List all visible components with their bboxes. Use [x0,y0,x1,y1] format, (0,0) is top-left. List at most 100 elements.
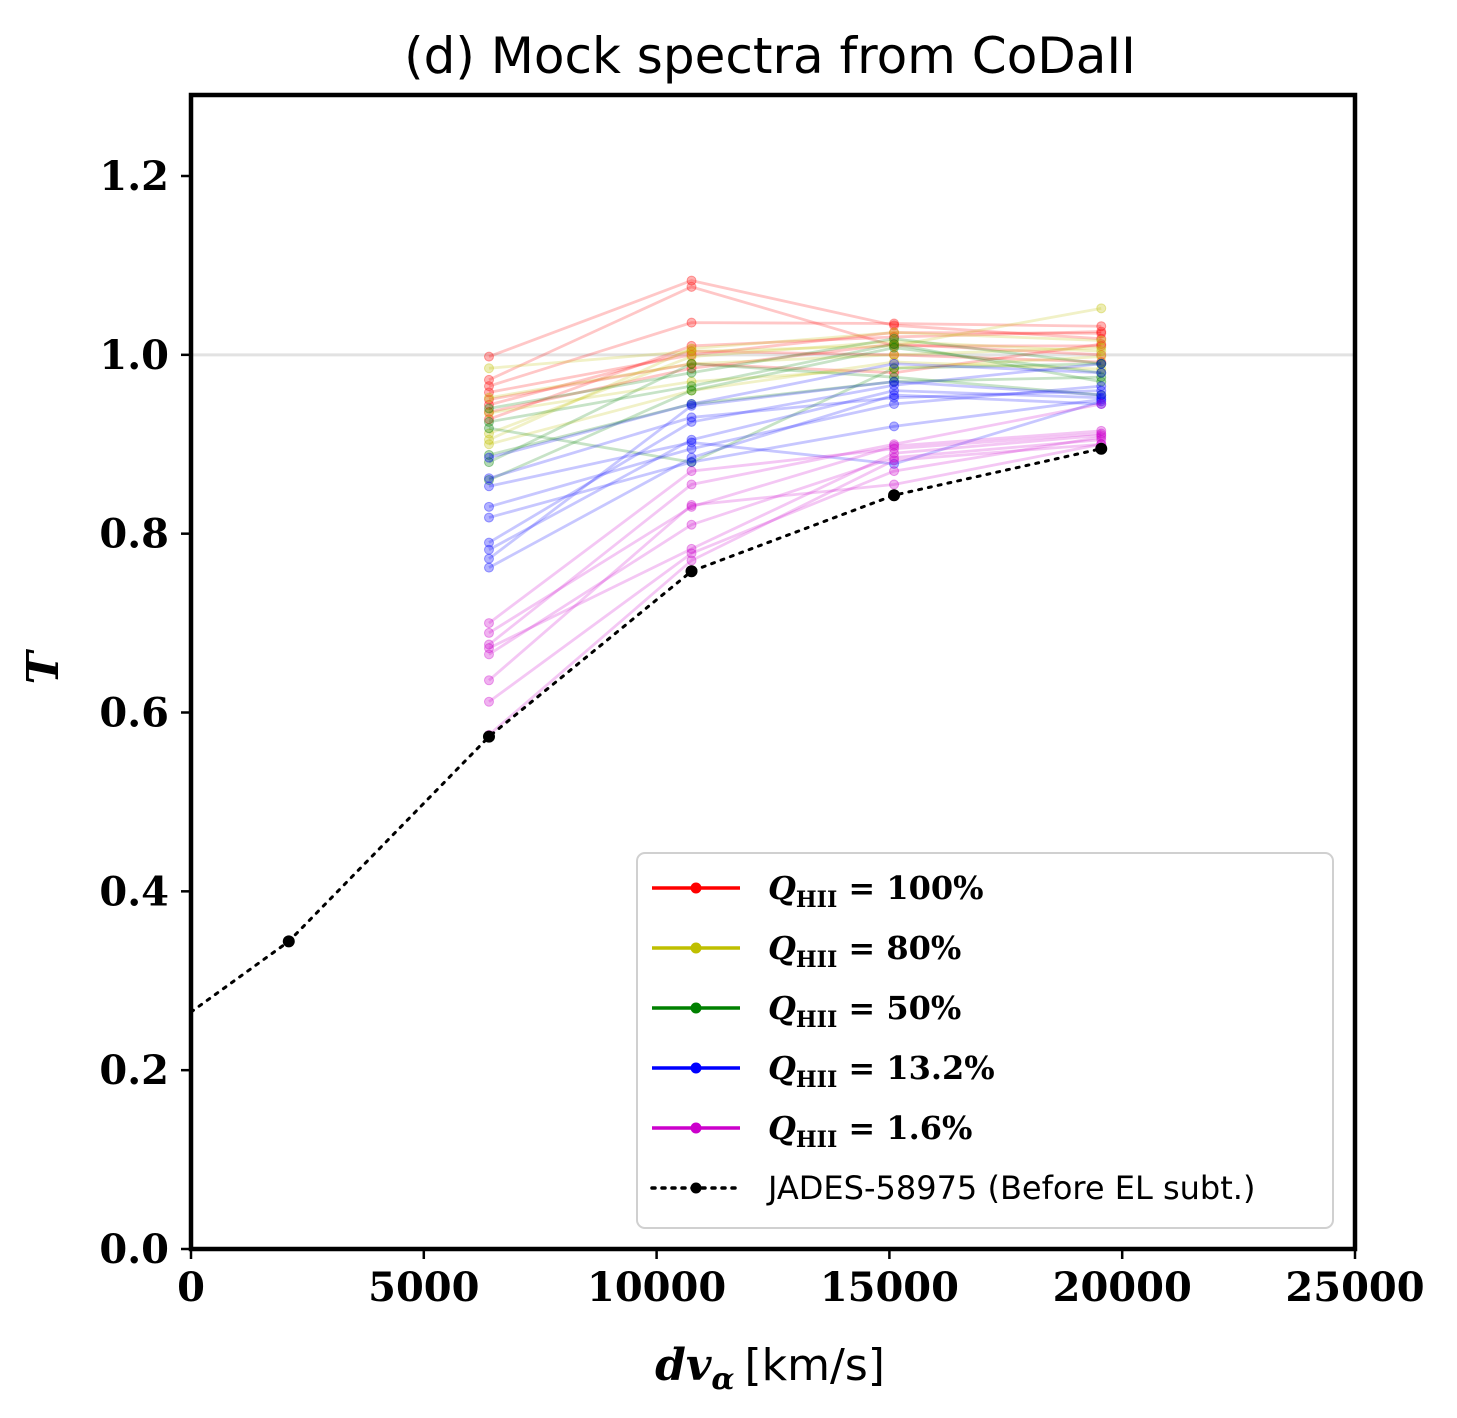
y-tick-label-5: 1.0 [99,332,169,379]
series-4-run-4-point-0 [483,675,494,686]
x-tick-label-1: 5000 [368,1264,479,1311]
series-3-run-6-line [488,389,1102,551]
series-2-run-4-point-0 [483,457,494,468]
series-2-run-2-point-0 [483,423,494,434]
series-1-run-1-point-0 [483,392,494,403]
series-1-run-0-point-3 [1096,303,1107,314]
series-2-run-1-point-2 [889,339,900,350]
series-3-run-5-point-1 [686,416,697,427]
series-0-run-4-point-0 [483,394,494,405]
plot-content [191,275,1355,1014]
legend-marker-3 [690,1062,702,1074]
series-4-run-1-line [488,402,1102,646]
series-3-run-4-point-1 [686,457,697,468]
series-3-run-7-point-1 [686,400,697,411]
legend-marker-5 [690,1182,702,1194]
jades-line [191,447,1103,1014]
series-4-run-3-point-0 [483,649,494,660]
series-0-run-6-point-0 [483,407,494,418]
series-1-run-5-point-2 [889,327,900,338]
series-1-run-1-line [488,346,1102,400]
series-3-run-6-point-0 [483,544,494,555]
series-3-run-0-point-3 [1096,367,1107,378]
series-3-run-0-line [488,362,1102,460]
jades-point-4 [888,489,901,502]
series-2-run-3-point-0 [483,449,494,460]
series-4-run-1-point-1 [686,479,697,490]
series-4-run-7-point-1 [686,466,697,477]
series-3-run-3-point-0 [483,501,494,512]
series-4-run-7-point-2 [889,443,900,454]
legend-marker-0 [690,882,702,894]
series-3-run-5-point-3 [1096,358,1107,369]
series-2-run-0-point-3 [1096,358,1107,369]
series-4-run-4-line [488,442,1102,682]
series-4-run-0-point-1 [686,501,697,512]
series-4-run-7-point-3 [1096,428,1107,439]
y-axis-label: T [18,648,69,684]
series-0-run-0-point-2 [889,320,900,331]
series-1-run-1-point-3 [1096,342,1107,353]
series-0-run-7-line [488,330,1102,421]
y-tick-label-0: 0.0 [99,1226,169,1273]
series-0-run-7-point-2 [889,331,900,342]
series-3-run-8-line [488,393,1102,569]
series-1-run-3-line [488,340,1102,435]
axes: 0 5000 10000 15000 20000 25000 0.0 0.2 0.4 0.6 0.8… [99,92,1425,1311]
series-2-run-5-point-0 [483,475,494,486]
series-1-run-4-point-0 [483,439,494,450]
series-0-run-1-line [488,285,1102,382]
series-3-run-8-point-3 [1096,399,1107,410]
series-0-run-3-point-1 [686,349,697,360]
series-2-run-0-point-0 [483,403,494,414]
series-3-run-0-point-2 [889,358,900,369]
series-3-run-0-point-0 [483,452,494,463]
series-2-run-3-point-3 [1096,372,1107,383]
series-3-run-1-point-2 [889,392,900,403]
series-2-run-1-point-3 [1096,376,1107,387]
series-0-run-0-line [488,279,1102,358]
y-tick-label-2: 0.4 [99,868,169,915]
series-2-run-3-line [488,375,1102,457]
series-3-run-8-point-0 [483,562,494,573]
jades-point-5 [1095,442,1108,455]
series-1-run-2-line [488,355,1102,415]
x-tick-label-5: 25000 [1285,1264,1424,1311]
series-2-run-0-point-2 [889,333,900,344]
series-4-run-1-point-2 [889,439,900,450]
series-4-run-5-line [488,435,1102,703]
series-1-run-3-point-1 [686,351,697,362]
series-0-run-3-point-0 [483,387,494,398]
series-4-run-3-line [488,438,1102,656]
series-3-run-2-point-3 [1096,396,1107,407]
series-2-run-1-line [488,342,1102,424]
plot-area [191,275,1355,1014]
series-4-run-2-point-3 [1096,430,1107,441]
series-2-run-5-point-1 [686,385,697,396]
series-2-run-3-point-2 [889,376,900,387]
series-2-run-0-line [488,337,1102,410]
series-4-run-2-point-1 [686,543,697,554]
series-0-run-5-point-1 [686,346,697,357]
series-0-run-1-point-3 [1096,340,1107,351]
series-3-run-4-point-3 [1096,394,1107,405]
series-1-run-0-point-0 [483,363,494,374]
series-0-run-0-point-0 [483,351,494,362]
series-0-run-6-point-1 [686,363,697,374]
series-2-run-0-point-1 [686,367,697,378]
series-2-run-4-point-2 [889,372,900,383]
series-2-run-4-point-3 [1096,390,1107,401]
series-0-run-0-point-1 [686,275,697,286]
series-0-run-2-point-1 [686,317,697,328]
series-2-run-2-point-2 [889,363,900,374]
series-1-run-2-point-2 [889,363,900,374]
series-3-run-2-point-0 [483,481,494,492]
x-axis-label: dvα [km/s] [655,1340,885,1397]
x-tick-label-4: 20000 [1053,1264,1192,1311]
series-4-run-5-point-0 [483,696,494,707]
series-0-run-6-point-2 [889,339,900,350]
series-0-run-5-line [488,349,1102,407]
series-3-run-3-line [488,384,1102,509]
series-2-run-5-line [488,346,1102,482]
series-4-run-5-point-2 [889,466,900,477]
